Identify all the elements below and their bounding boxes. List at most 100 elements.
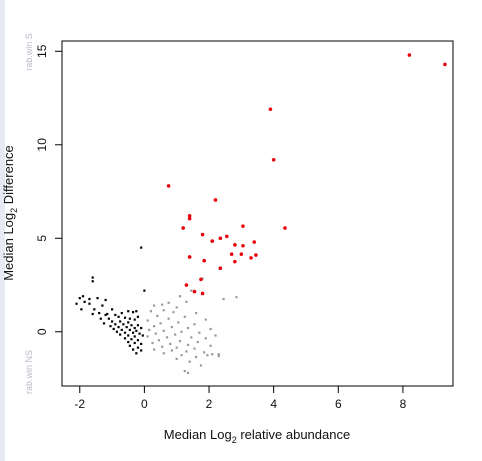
data-point [127,310,130,313]
data-point [222,297,225,301]
data-point [214,334,217,337]
data-point [123,331,127,334]
data-point [177,321,180,324]
data-point [200,232,205,237]
data-point [102,322,106,325]
data-point [128,328,131,332]
data-point [81,295,85,298]
data-point [123,316,127,319]
x-tick-label: -2 [74,397,85,411]
data-point [199,277,203,282]
data-point [167,317,170,320]
data-point [83,300,86,303]
data-point [254,253,258,257]
data-point [115,330,119,333]
data-point [217,354,220,358]
data-point [125,325,128,329]
data-point [206,354,209,357]
data-point [136,324,140,327]
x-tick-label: 2 [206,397,213,411]
data-point [78,297,81,300]
data-point [91,312,94,316]
data-point [133,335,136,338]
data-point [99,317,102,320]
data-point [198,331,201,334]
data-point [204,337,207,340]
data-point [187,216,192,221]
data-point [157,339,161,342]
data-point [178,340,182,343]
data-point [162,309,165,312]
data-point [151,341,154,345]
data-points [75,53,447,375]
data-point [175,306,178,309]
data-point [135,310,138,313]
plot-frame [61,40,454,387]
data-point [141,334,144,337]
data-point [133,341,136,345]
data-point [199,364,203,367]
data-point [178,295,182,298]
data-point [114,323,117,326]
x-axis: -2 0 2 4 6 8 [74,386,407,411]
data-point [143,289,146,292]
data-point [211,353,214,356]
data-point [152,325,156,328]
data-point [106,312,109,316]
data-point [98,311,101,315]
data-point [192,289,197,294]
data-point [127,334,130,337]
data-point [218,236,223,241]
data-point [268,107,273,112]
data-point [225,234,229,239]
data-point [196,340,199,344]
data-point [203,351,206,354]
data-point [117,325,120,329]
data-point [187,214,192,218]
data-point [235,296,238,299]
data-point [140,246,143,249]
data-point [188,360,191,363]
data-point [131,311,135,314]
data-point [162,329,165,332]
data-point [112,327,115,331]
data-point [213,198,218,202]
data-point [152,348,156,351]
data-point [170,325,173,329]
data-point [117,315,120,318]
data-point [138,332,141,335]
data-point [120,328,123,332]
data-point [407,53,412,57]
data-point [180,330,183,333]
data-point [148,328,151,332]
data-point [249,256,253,260]
data-point [75,302,78,305]
y-tick-label: 10 [35,138,49,152]
data-point [195,311,198,315]
data-point [165,336,169,339]
data-point [88,297,91,301]
data-point [110,320,114,323]
data-point [200,291,205,296]
data-point [152,304,156,307]
data-point [96,297,99,300]
data-point [136,339,140,342]
data-point [210,239,215,243]
data-point [119,320,122,323]
left-edge-strip [0,0,5,461]
data-point [204,318,207,321]
data-point [162,352,165,355]
data-point [122,323,125,326]
data-point [185,300,188,303]
y-tick-label: 15 [35,44,49,58]
data-point [186,343,190,346]
data-point [131,331,135,334]
y-axis-title: Median Log2 Difference [1,145,19,281]
data-point [180,354,183,357]
data-point [161,345,164,348]
data-point [101,304,104,307]
data-point [201,277,204,280]
side-label-top: rab.win S [24,33,34,71]
data-point [181,226,185,230]
